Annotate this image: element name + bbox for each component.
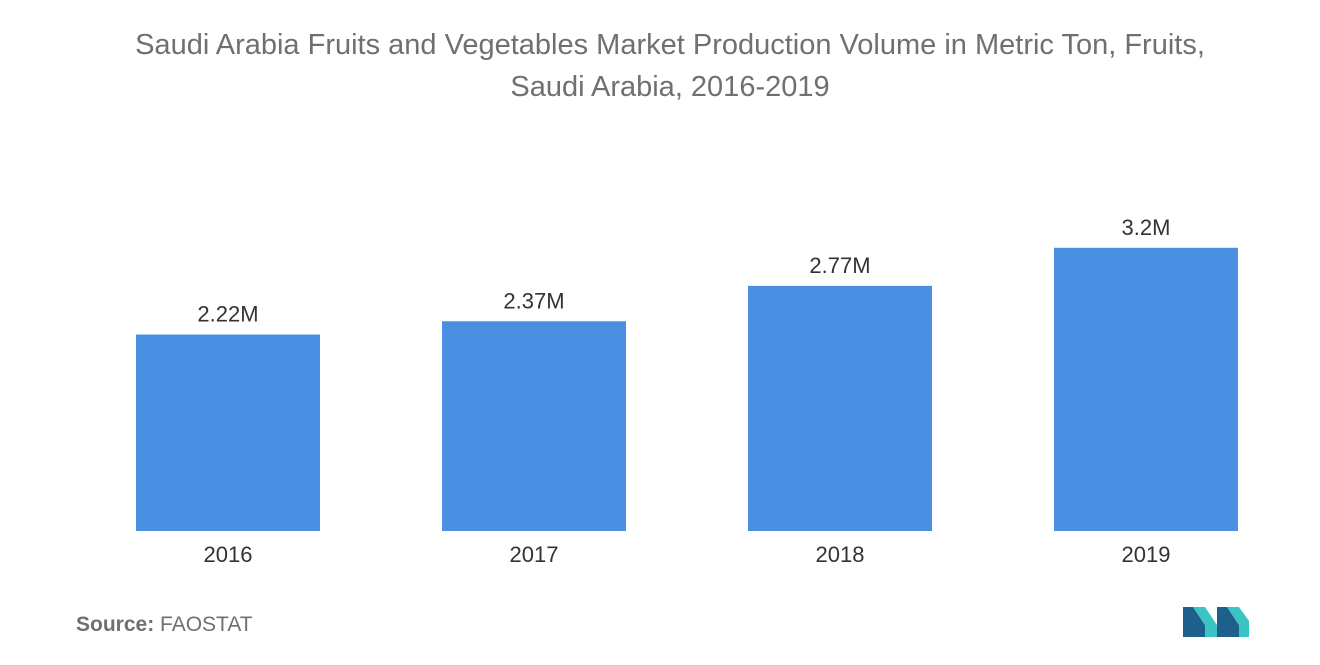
x-tick-label-2019: 2019 <box>1122 542 1171 567</box>
bar-2019 <box>1054 247 1238 532</box>
data-label-2018: 2.77M <box>809 253 870 278</box>
data-label-2016: 2.22M <box>197 302 258 327</box>
x-tick-label-2016: 2016 <box>204 542 253 567</box>
data-label-2019: 3.2M <box>1122 215 1171 240</box>
x-tick-label-2017: 2017 <box>510 542 559 567</box>
bar-2017 <box>442 321 626 531</box>
source-note: Source: FAOSTAT <box>76 613 253 637</box>
x-tick-label-2018: 2018 <box>816 542 865 567</box>
chart-title: Saudi Arabia Fruits and Vegetables Marke… <box>135 29 1205 103</box>
source-text: FAOSTAT <box>160 613 253 636</box>
bar-2018 <box>748 285 932 531</box>
mordor-intelligence-logo-icon <box>1183 607 1249 637</box>
data-label-2017: 2.37M <box>503 288 564 313</box>
source-label: Source: <box>76 613 155 636</box>
bar-2016 <box>136 334 320 531</box>
